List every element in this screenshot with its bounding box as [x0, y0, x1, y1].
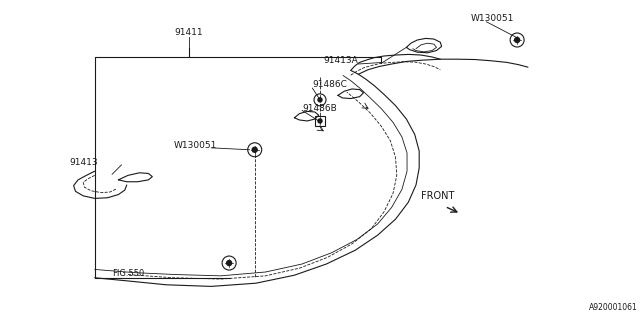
Text: A920001061: A920001061	[589, 303, 638, 312]
Circle shape	[318, 98, 322, 102]
Circle shape	[252, 147, 257, 152]
Bar	[315, 116, 325, 126]
Text: 91486C: 91486C	[312, 80, 347, 89]
Text: FRONT: FRONT	[421, 191, 454, 201]
Text: 91413: 91413	[69, 158, 98, 167]
Text: FIG.550: FIG.550	[112, 269, 144, 278]
Text: 91486B: 91486B	[302, 104, 337, 113]
Circle shape	[515, 37, 520, 43]
Circle shape	[318, 119, 322, 123]
Circle shape	[227, 260, 232, 266]
Text: W130051: W130051	[470, 14, 514, 23]
Text: 91411: 91411	[175, 28, 203, 37]
Text: 91413A: 91413A	[324, 56, 358, 65]
Text: W130051: W130051	[174, 141, 218, 150]
